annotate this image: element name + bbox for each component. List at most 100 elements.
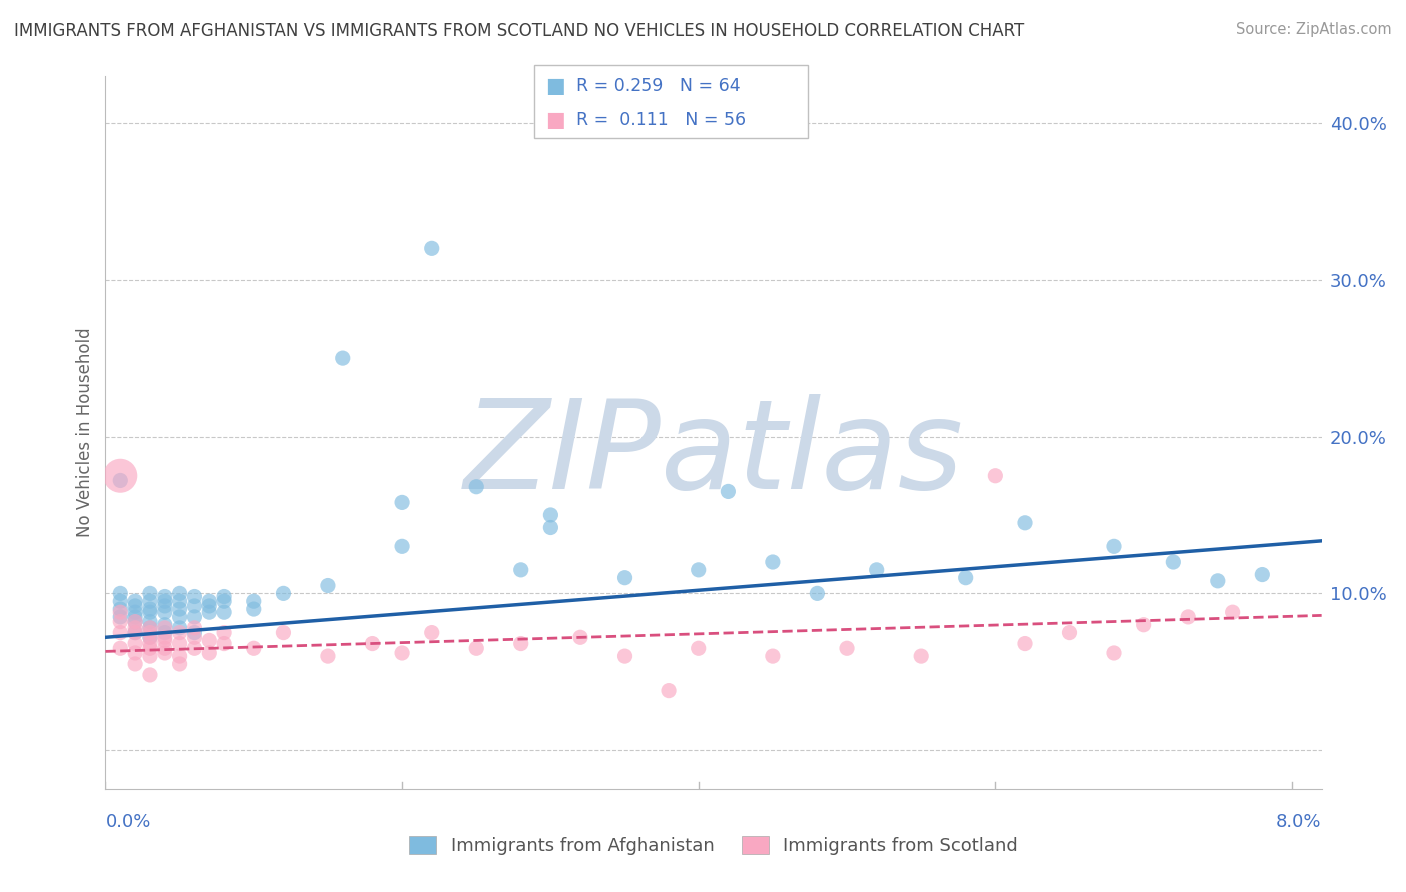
Point	[139, 630, 162, 644]
Point	[538, 508, 561, 522]
Point	[613, 571, 636, 585]
Point	[169, 586, 191, 600]
Point	[139, 649, 162, 664]
Point	[1059, 625, 1081, 640]
Point	[183, 630, 205, 644]
Text: R =  0.111   N = 56: R = 0.111 N = 56	[576, 111, 747, 129]
Point	[124, 605, 146, 619]
Point	[198, 633, 221, 648]
Point	[169, 602, 191, 616]
Point	[391, 646, 413, 660]
Point	[110, 474, 132, 488]
Point	[1251, 567, 1274, 582]
Point	[835, 641, 858, 656]
Point	[212, 605, 235, 619]
Point	[242, 594, 264, 608]
Point	[139, 586, 162, 600]
Y-axis label: No Vehicles in Household: No Vehicles in Household	[76, 327, 94, 538]
Point	[1014, 516, 1036, 530]
Point	[124, 594, 146, 608]
Point	[212, 590, 235, 604]
Point	[169, 625, 191, 640]
Point	[1177, 610, 1199, 624]
Point	[955, 571, 977, 585]
Point	[509, 563, 531, 577]
Point	[169, 621, 191, 635]
Point	[139, 605, 162, 619]
Point	[153, 646, 176, 660]
Point	[153, 633, 176, 648]
Point	[420, 241, 443, 255]
Point	[1014, 636, 1036, 650]
Point	[316, 649, 339, 664]
Point	[110, 625, 132, 640]
Point	[242, 602, 264, 616]
Point	[139, 621, 162, 635]
Point	[139, 602, 162, 616]
Point	[183, 625, 205, 640]
Point	[110, 641, 132, 656]
Point	[212, 625, 235, 640]
Point	[139, 636, 162, 650]
Point	[153, 605, 176, 619]
Point	[124, 610, 146, 624]
Point	[110, 615, 132, 629]
Point	[242, 641, 264, 656]
Point	[110, 586, 132, 600]
Text: ■: ■	[546, 76, 565, 95]
Point	[153, 621, 176, 635]
Point	[198, 599, 221, 613]
Point	[110, 602, 132, 616]
Point	[153, 617, 176, 632]
Point	[139, 621, 162, 635]
Point	[198, 594, 221, 608]
Point	[169, 610, 191, 624]
Point	[806, 586, 828, 600]
Point	[124, 646, 146, 660]
Point	[153, 599, 176, 613]
Point	[124, 599, 146, 613]
Point	[316, 578, 339, 592]
Legend: Immigrants from Afghanistan, Immigrants from Scotland: Immigrants from Afghanistan, Immigrants …	[402, 829, 1025, 863]
Point	[110, 468, 132, 483]
Point	[717, 484, 740, 499]
Point	[153, 630, 176, 644]
Point	[169, 636, 191, 650]
Point	[613, 649, 636, 664]
Point	[391, 539, 413, 553]
Point	[124, 657, 146, 671]
Point	[153, 590, 176, 604]
Point	[1102, 539, 1125, 553]
Point	[183, 599, 205, 613]
Point	[212, 636, 235, 650]
Point	[688, 641, 710, 656]
Point	[183, 621, 205, 635]
Text: ZIPatlas: ZIPatlas	[464, 393, 963, 515]
Point	[110, 605, 132, 619]
Point	[169, 594, 191, 608]
Point	[169, 657, 191, 671]
Point	[124, 615, 146, 629]
Point	[124, 621, 146, 635]
Point	[465, 480, 488, 494]
Point	[124, 625, 146, 640]
Text: Source: ZipAtlas.com: Source: ZipAtlas.com	[1236, 22, 1392, 37]
Text: ■: ■	[546, 110, 565, 130]
Point	[658, 683, 681, 698]
Text: R = 0.259   N = 64: R = 0.259 N = 64	[576, 77, 741, 95]
Point	[198, 605, 221, 619]
Point	[139, 668, 162, 682]
Point	[110, 610, 132, 624]
Point	[1132, 617, 1154, 632]
Text: IMMIGRANTS FROM AFGHANISTAN VS IMMIGRANTS FROM SCOTLAND NO VEHICLES IN HOUSEHOLD: IMMIGRANTS FROM AFGHANISTAN VS IMMIGRANT…	[14, 22, 1025, 40]
Point	[124, 636, 146, 650]
Point	[465, 641, 488, 656]
Point	[273, 625, 295, 640]
Point	[212, 594, 235, 608]
Point	[332, 351, 354, 365]
Point	[153, 625, 176, 640]
Point	[198, 646, 221, 660]
Point	[762, 649, 785, 664]
Point	[1163, 555, 1185, 569]
Point	[984, 468, 1007, 483]
